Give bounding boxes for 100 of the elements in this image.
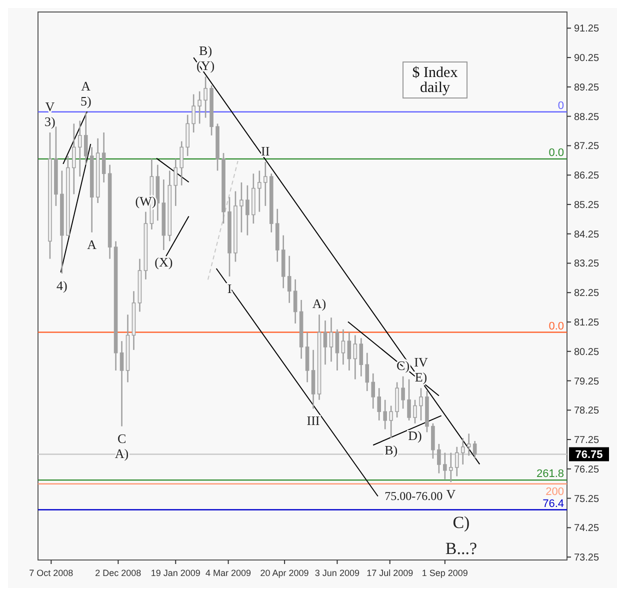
y-tick-label: 76.25 — [574, 464, 600, 476]
candlestick — [389, 405, 393, 439]
y-tick-label: 77.25 — [574, 435, 600, 446]
x-tick-label: 2 Dec 2008 — [95, 568, 142, 578]
y-tick-label: 90.25 — [574, 53, 600, 64]
candlestick — [437, 443, 441, 474]
candlestick — [353, 334, 358, 380]
candlestick — [383, 399, 387, 430]
annotation: 76.4 — [542, 498, 564, 510]
y-tick-label: 89.25 — [574, 82, 600, 94]
y-tick-label: 80.25 — [574, 346, 600, 358]
candlestick — [413, 399, 417, 424]
candlestick — [240, 182, 244, 234]
candlestick — [246, 184, 250, 236]
annotation: A — [81, 78, 92, 94]
x-tick-label: 19 Jan 2009 — [150, 568, 200, 578]
candlestick — [472, 440, 477, 460]
candlestick — [174, 158, 178, 207]
annotation: A — [87, 236, 98, 252]
annotation: 0.0 — [548, 146, 564, 159]
y-tick-label: 82.25 — [574, 288, 600, 300]
candlestick — [258, 170, 262, 212]
ref-line-label: 76.75 — [575, 449, 603, 462]
x-tick-label: 4 Mar 2009 — [206, 568, 252, 578]
candlestick — [192, 94, 196, 134]
candlestick — [359, 338, 364, 378]
candlestick — [443, 452, 447, 480]
candlestick — [365, 352, 370, 392]
candlestick — [466, 433, 471, 456]
candlestick — [377, 387, 381, 422]
x-tick-label: 20 Apr 2009 — [260, 568, 309, 578]
y-tick-label: 78.25 — [574, 406, 600, 417]
annotation: 5) — [80, 93, 92, 108]
y-tick-label: 91.25 — [574, 24, 600, 35]
candlestick — [78, 120, 82, 178]
candlestick — [407, 378, 411, 422]
annotation: IV — [414, 354, 428, 370]
y-tick-label: 85.25 — [574, 200, 600, 211]
annotation: B) — [384, 442, 398, 458]
x-tick-label: 3 Jun 2009 — [314, 568, 360, 578]
candlestick — [341, 328, 346, 366]
candlestick — [323, 320, 328, 366]
annotation: 261.8 — [536, 468, 564, 480]
candlestick — [198, 90, 202, 124]
y-tick-label: 84.25 — [574, 229, 600, 240]
candlestick — [460, 437, 465, 466]
annotation: A) — [312, 296, 326, 312]
candlestick — [347, 332, 352, 372]
candlestick — [287, 255, 292, 304]
candlestick — [305, 332, 310, 383]
y-tick-label: 81.25 — [574, 317, 600, 328]
candlestick — [335, 328, 340, 372]
annotation: V — [45, 99, 56, 114]
candlestick — [120, 340, 124, 427]
candlestick — [371, 372, 376, 410]
y-tick-label: 83.25 — [574, 258, 600, 270]
y-tick-label: 73.25 — [574, 552, 600, 564]
annotation: III — [306, 413, 320, 428]
annotation: (X) — [154, 254, 173, 270]
candlestick — [401, 376, 405, 410]
candlestick — [431, 422, 435, 460]
x-tick-label: 17 Jul 2009 — [366, 568, 414, 578]
candlestick — [102, 132, 106, 184]
annotation: (W) — [135, 193, 156, 208]
annotation: 200 — [546, 486, 564, 498]
y-tick-label: 79.25 — [574, 376, 600, 388]
y-tick-label: 88.25 — [574, 112, 600, 123]
annotation: C) — [452, 512, 470, 532]
y-tick-label: 74.25 — [574, 523, 600, 534]
annotation: V — [446, 486, 456, 502]
annotation: A) — [114, 446, 129, 461]
candlestick — [293, 278, 298, 324]
text: $ Index daily — [412, 65, 458, 96]
candlestick — [72, 123, 76, 195]
candlestick — [311, 349, 316, 410]
annotation: II — [261, 143, 270, 158]
candlestick — [186, 114, 190, 157]
x-tick-label: 1 Sep 2009 — [422, 568, 468, 578]
candlestick — [454, 446, 459, 477]
x-tick-label: 7 Oct 2008 — [29, 568, 74, 578]
annotation: D) — [408, 428, 422, 443]
annotation: C — [117, 430, 126, 446]
candlestick — [419, 387, 423, 422]
annotation: B) — [199, 43, 212, 58]
annotation: 3) — [44, 114, 56, 130]
annotation: 0.0 — [548, 320, 564, 332]
candlestick — [180, 140, 184, 186]
candlestick — [329, 316, 334, 362]
annotation: B...? — [445, 538, 478, 558]
candlestick — [264, 161, 268, 207]
candlestick — [204, 76, 208, 118]
candlestick — [449, 452, 453, 483]
y-tick-label: 87.25 — [574, 141, 600, 152]
annotation: 0 — [558, 100, 564, 112]
annotation: 75.00-76.00 — [384, 489, 443, 504]
candlestick — [84, 111, 88, 166]
y-tick-label: 86.25 — [574, 170, 600, 182]
y-tick-label: 75.25 — [574, 494, 600, 505]
candlestick — [395, 382, 399, 418]
annotation: 4) — [56, 278, 68, 294]
